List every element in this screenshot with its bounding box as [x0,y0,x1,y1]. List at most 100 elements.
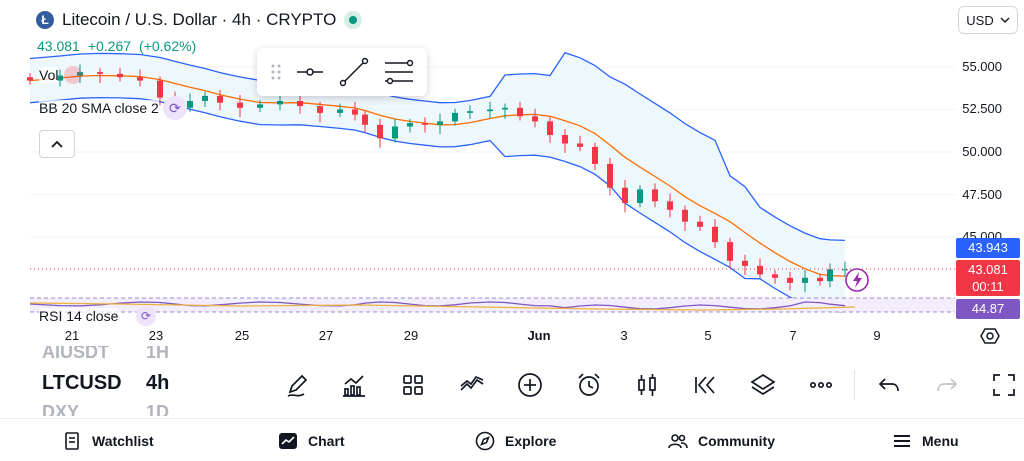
fullscreen-icon[interactable] [987,368,1021,402]
drag-handle-icon[interactable] [271,63,281,81]
nav-watchlist[interactable]: Watchlist [62,431,154,451]
watchlist-picker[interactable]: AIUSDT 1H LTCUSD 4h DXY 1D [0,346,250,416]
date-tick: 7 [789,328,797,343]
current-symbol[interactable]: LTCUSD [42,372,122,394]
bollinger-label: BB 20 SMA close 2 [39,100,159,116]
chevron-down-icon [1000,17,1010,23]
candle-body [757,265,763,275]
nav-chart[interactable]: Chart [278,431,345,451]
replay-icon[interactable] [688,368,722,402]
indicators-icon[interactable] [337,368,371,402]
candle-body [787,277,793,283]
candle-body [317,106,323,113]
layers-icon[interactable] [746,368,780,402]
date-tick: 25 [234,328,250,343]
candle-body [517,107,523,117]
candle-body [57,75,63,81]
date-tick: 21 [64,328,80,343]
templates-icon[interactable] [396,368,430,402]
nav-explore-label: Explore [505,433,557,449]
alarm-icon[interactable] [572,368,606,402]
currency-label: USD [966,12,994,28]
date-tick: 3 [620,328,628,343]
candle-body [532,116,538,122]
candle-body [697,221,703,227]
add-icon[interactable] [513,368,547,402]
current-interval[interactable]: 4h [146,372,170,394]
rsi-refresh-icon[interactable]: ⟳ [136,306,156,326]
candle-body [682,209,688,222]
price-tick: 55.000 [962,59,1002,74]
price-change-pct: (+0.62%) [139,38,197,54]
candle-body [842,269,848,271]
pencil-icon[interactable] [280,368,314,402]
trend-line-tool-icon[interactable] [339,57,369,87]
chevron-up-icon [51,140,63,148]
undo-icon[interactable] [872,368,906,402]
candle-body [352,109,358,115]
volume-legend[interactable]: Vol [39,66,83,84]
rsi-legend[interactable]: RSI 14 close [39,308,119,324]
candle-body [742,260,748,266]
watchlist-prev-res[interactable]: 1H [146,346,170,362]
candle-body [117,73,123,78]
bollinger-legend[interactable]: BB 20 SMA close 2 ⟳ [39,96,187,120]
nav-community-label: Community [698,433,775,449]
candle-body [487,109,493,112]
price-tick: 47.500 [962,187,1002,202]
compare-icon[interactable] [455,368,489,402]
date-tick: 5 [704,328,712,343]
currency-select[interactable]: USD [958,6,1018,34]
date-tick: 29 [403,328,419,343]
watchlist-next-res[interactable]: 1D [146,402,170,416]
date-tick: 23 [148,328,164,343]
price-readout: 43.081 +0.267 (+0.62%) [37,38,196,54]
candle-body [217,95,223,103]
candle-body [257,104,263,108]
compass-icon [475,431,495,451]
nav-community[interactable]: Community [668,431,775,451]
nav-explore[interactable]: Explore [475,431,556,451]
candle-body [297,101,303,107]
candle-body [337,109,343,113]
bar-countdown: 00:11 [972,279,1004,294]
candle-body [607,163,613,188]
candle-body [817,277,823,282]
candle-body [467,111,473,113]
symbol-title[interactable]: Litecoin / U.S. Dollar · 4h · CRYPTO [62,10,337,29]
candle-body [827,269,833,282]
symbol-header[interactable]: Ł Litecoin / U.S. Dollar · 4h · CRYPTO [36,8,363,32]
watchlist-icon [65,432,79,450]
candles-icon[interactable] [630,368,664,402]
horizontal-line-tool-icon[interactable] [296,65,324,79]
candle-body [187,101,193,108]
candle-body [592,146,598,164]
price-tick: 50.000 [962,144,1002,159]
redo-icon[interactable] [930,368,964,402]
candle-body [277,101,283,105]
last-price: 43.081 [37,38,80,54]
date-tick: 27 [318,328,334,343]
candle-body [452,112,458,122]
candle-body [137,77,143,81]
fib-tool-icon[interactable] [384,59,414,85]
refresh-icon[interactable]: ⟳ [162,96,187,120]
nav-menu[interactable]: Menu [892,431,959,451]
candle-body [97,72,103,74]
candle-body [27,77,33,81]
volume-hidden-icon[interactable] [64,66,83,84]
watchlist-prev-symbol[interactable]: AIUSDT [42,346,109,362]
watchlist-next-symbol[interactable]: DXY [42,402,80,416]
nav-chart-label: Chart [308,433,345,449]
price-chart[interactable] [0,0,1024,320]
more-icon[interactable] [804,368,838,402]
candle-body [202,95,208,101]
chart-settings-icon[interactable] [980,326,1000,351]
rsi-value-tag: 44.87 [956,299,1020,319]
price-tick: 52.500 [962,101,1002,116]
candle-body [652,189,658,202]
nav-watchlist-label: Watchlist [92,433,154,449]
community-icon [668,434,688,449]
market-status-icon [344,11,363,29]
collapse-legend-button[interactable] [39,130,75,158]
